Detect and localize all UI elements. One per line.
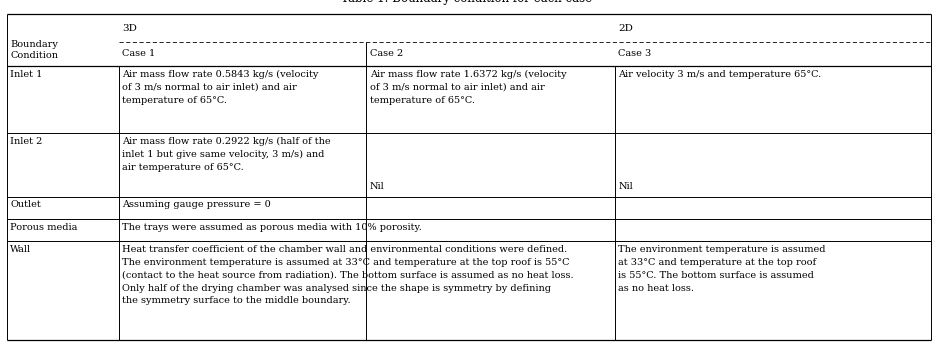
Text: 2D: 2D [618,24,633,33]
Text: Air velocity 3 m/s and temperature 65°C.: Air velocity 3 m/s and temperature 65°C. [618,70,822,79]
Text: Air mass flow rate 0.2922 kg/s (half of the
inlet 1 but give same velocity, 3 m/: Air mass flow rate 0.2922 kg/s (half of … [122,137,331,172]
Text: Heat transfer coefficient of the chamber wall and environmental conditions were : Heat transfer coefficient of the chamber… [122,245,574,306]
Text: Air mass flow rate 1.6372 kg/s (velocity
of 3 m/s normal to air inlet) and air
t: Air mass flow rate 1.6372 kg/s (velocity… [370,70,567,105]
Text: Nil: Nil [618,182,633,191]
Text: Inlet 1: Inlet 1 [10,70,43,79]
Text: Case 3: Case 3 [618,50,652,58]
Text: Outlet: Outlet [10,200,41,209]
Text: Assuming gauge pressure = 0: Assuming gauge pressure = 0 [122,200,271,209]
Text: Case 1: Case 1 [122,50,156,58]
Text: The environment temperature is assumed
at 33°C and temperature at the top roof
i: The environment temperature is assumed a… [618,245,826,292]
Text: The trays were assumed as porous media with 10% porosity.: The trays were assumed as porous media w… [122,223,422,232]
Text: Table 1: Boundary condition for each case: Table 1: Boundary condition for each cas… [342,0,592,5]
Text: Air mass flow rate 0.5843 kg/s (velocity
of 3 m/s normal to air inlet) and air
t: Air mass flow rate 0.5843 kg/s (velocity… [122,70,318,105]
Text: Inlet 2: Inlet 2 [10,137,43,146]
Text: 3D: 3D [122,24,137,33]
Text: Boundary
Condition: Boundary Condition [10,40,58,60]
Text: Porous media: Porous media [10,223,78,232]
Text: Nil: Nil [370,182,385,191]
Text: Wall: Wall [10,245,32,254]
Text: Case 2: Case 2 [370,50,403,58]
